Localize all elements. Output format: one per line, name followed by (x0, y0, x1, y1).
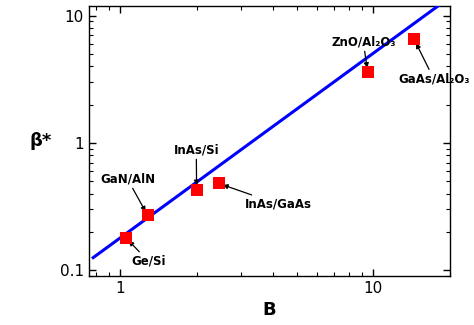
Text: InAs/GaAs: InAs/GaAs (224, 185, 312, 211)
Y-axis label: β*: β* (29, 132, 52, 150)
Text: Ge/Si: Ge/Si (130, 242, 165, 267)
Text: GaN/AlN: GaN/AlN (100, 173, 155, 210)
Text: ZnO/Al₂O₃: ZnO/Al₂O₃ (331, 35, 395, 67)
Text: GaAs/Al₂O₃: GaAs/Al₂O₃ (398, 45, 469, 85)
Text: InAs/Si: InAs/Si (173, 143, 219, 184)
X-axis label: B: B (263, 302, 276, 319)
